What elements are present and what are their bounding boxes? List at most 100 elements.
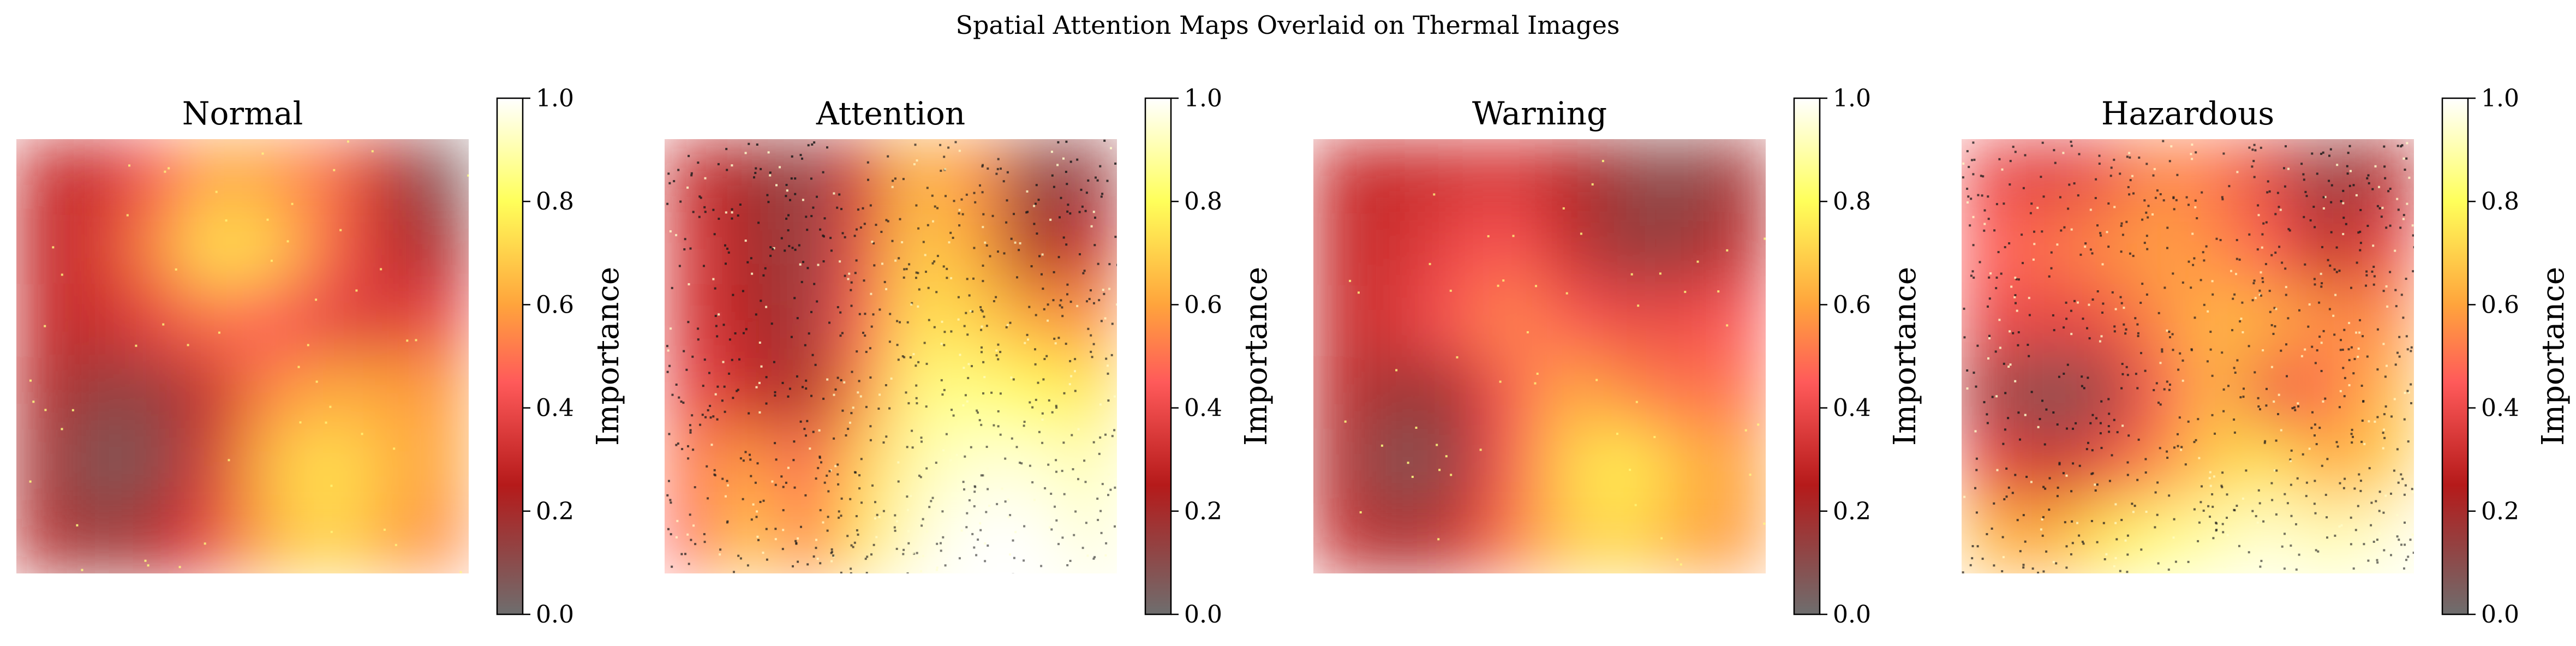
noise-pixel <box>2200 279 2202 282</box>
noise-pixel <box>2257 397 2260 399</box>
noise-pixel <box>1966 150 1969 153</box>
heatmap-cell <box>1313 428 1371 502</box>
noise-pixel <box>669 499 672 501</box>
noise-pixel <box>2235 273 2237 276</box>
noise-pixel <box>371 150 374 153</box>
noise-pixel <box>2406 348 2409 351</box>
noise-pixel <box>2407 440 2410 443</box>
noise-pixel <box>1037 199 1040 201</box>
noise-pixel <box>697 327 700 330</box>
noise-pixel <box>2070 553 2072 555</box>
noise-pixel <box>1025 211 1028 214</box>
noise-pixel <box>1103 292 1105 295</box>
noise-pixel <box>943 331 946 333</box>
noise-pixel <box>765 306 768 308</box>
noise-pixel <box>2007 486 2010 489</box>
noise-pixel <box>742 290 744 292</box>
noise-pixel <box>966 333 969 336</box>
noise-pixel <box>2359 230 2362 233</box>
heatmap-cell <box>1539 139 1597 212</box>
noise-pixel <box>912 353 915 356</box>
noise-pixel <box>1026 211 1029 213</box>
noise-pixel <box>774 538 777 541</box>
noise-pixel <box>1057 256 1060 259</box>
noise-pixel <box>2113 330 2116 333</box>
noise-pixel <box>709 416 712 419</box>
noise-pixel <box>772 248 774 250</box>
heatmap-cell <box>16 211 74 285</box>
noise-pixel <box>1995 276 1998 279</box>
noise-pixel <box>2275 513 2278 516</box>
noise-pixel <box>983 376 986 379</box>
noise-pixel <box>796 317 799 320</box>
noise-pixel <box>1996 469 1999 471</box>
noise-pixel <box>2114 503 2117 506</box>
noise-pixel <box>2154 491 2157 494</box>
noise-pixel <box>1034 363 1037 366</box>
noise-pixel <box>714 474 716 477</box>
noise-pixel <box>954 141 957 143</box>
noise-pixel <box>2313 503 2316 505</box>
heatmap-cell <box>1596 356 1653 429</box>
noise-pixel <box>2254 149 2257 152</box>
noise-pixel <box>2126 474 2129 476</box>
heatmap-cell <box>721 356 779 429</box>
noise-pixel <box>2389 271 2392 273</box>
noise-pixel <box>888 340 891 343</box>
noise-pixel <box>1081 547 1084 549</box>
noise-pixel <box>1680 563 1682 566</box>
noise-pixel <box>780 237 783 240</box>
noise-pixel <box>2017 278 2020 281</box>
noise-pixel <box>2257 405 2260 408</box>
noise-pixel <box>467 174 469 177</box>
noise-pixel <box>856 529 858 531</box>
noise-pixel <box>967 363 970 366</box>
noise-pixel <box>2370 524 2372 527</box>
noise-pixel <box>919 476 922 478</box>
noise-pixel <box>2267 180 2269 183</box>
noise-pixel <box>2383 428 2385 431</box>
noise-pixel <box>2251 165 2254 168</box>
noise-pixel <box>1081 205 1084 208</box>
noise-pixel <box>2145 211 2148 214</box>
heatmap-cell <box>1539 284 1597 357</box>
noise-pixel <box>1043 308 1045 310</box>
noise-pixel <box>2193 441 2196 444</box>
noise-pixel <box>676 519 679 522</box>
noise-pixel <box>2173 208 2175 211</box>
noise-pixel <box>1009 553 1011 556</box>
noise-pixel <box>1100 195 1103 198</box>
noise-pixel <box>204 542 206 545</box>
noise-pixel <box>2002 442 2005 445</box>
noise-pixel <box>1684 291 1687 293</box>
noise-pixel <box>1041 418 1044 421</box>
noise-pixel <box>839 334 842 337</box>
noise-pixel <box>2089 248 2092 251</box>
noise-pixel <box>2311 345 2314 348</box>
noise-pixel <box>2357 356 2359 358</box>
noise-pixel <box>834 388 837 391</box>
heatmap-cell <box>186 139 243 212</box>
noise-pixel <box>1966 188 1969 190</box>
noise-pixel <box>1111 435 1114 438</box>
noise-pixel <box>2078 464 2081 467</box>
noise-pixel <box>837 483 840 486</box>
noise-pixel <box>1395 369 1398 372</box>
noise-pixel <box>933 326 936 328</box>
noise-pixel <box>1969 224 1971 227</box>
noise-pixel <box>732 294 734 296</box>
noise-pixel <box>2071 542 2074 545</box>
noise-pixel <box>2372 244 2375 247</box>
noise-pixel <box>2039 418 2041 420</box>
noise-pixel <box>2132 255 2135 258</box>
noise-pixel <box>2231 329 2233 332</box>
heatmap-cell <box>2018 211 2076 285</box>
noise-pixel <box>666 494 669 497</box>
noise-pixel <box>2174 560 2177 563</box>
noise-pixel <box>1029 464 1031 467</box>
noise-pixel <box>2243 387 2245 390</box>
heatmap-cell <box>2300 139 2358 212</box>
noise-pixel <box>816 195 818 198</box>
noise-pixel <box>697 338 700 341</box>
noise-pixel <box>2220 484 2223 487</box>
